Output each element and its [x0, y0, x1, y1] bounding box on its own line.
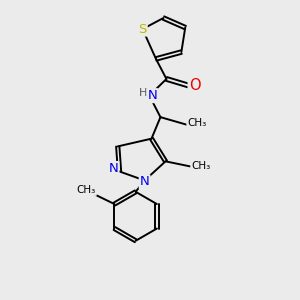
- Text: N: N: [109, 162, 118, 175]
- Text: O: O: [189, 78, 200, 93]
- Text: CH₃: CH₃: [187, 118, 206, 128]
- Text: N: N: [148, 89, 157, 102]
- Text: N: N: [140, 176, 149, 188]
- Text: S: S: [138, 22, 147, 36]
- Text: CH₃: CH₃: [77, 185, 96, 195]
- Text: H: H: [139, 88, 147, 98]
- Text: CH₃: CH₃: [191, 161, 210, 171]
